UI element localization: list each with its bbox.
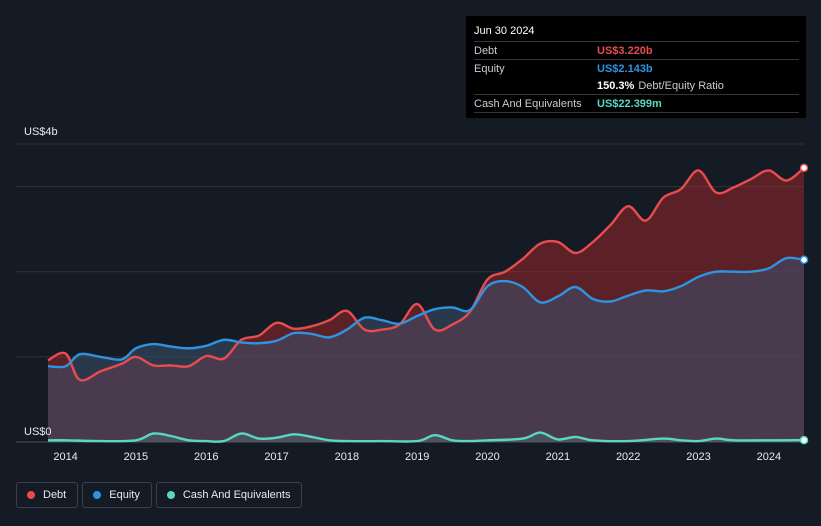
series-lines (47, 166, 805, 443)
tooltip-cash-label: Cash And Equivalents (474, 97, 582, 110)
x-tick-label: 2014 (53, 451, 77, 463)
x-tick-label: 2023 (686, 451, 710, 463)
legend-dot-equity (93, 491, 102, 499)
x-tick-label: 2019 (405, 451, 429, 463)
tooltip-date: Jun 30 2024 (474, 25, 535, 37)
endpoint-equity (799, 255, 809, 265)
legend-label-equity: Equity (109, 489, 140, 501)
x-tick-label: 2015 (124, 451, 148, 463)
line-debt (47, 166, 805, 382)
tooltip-row-ratio: 150.3% Debt/Equity Ratio (474, 77, 799, 94)
series-areas (48, 167, 804, 443)
tooltip-debt-value: US$3.220b (597, 44, 653, 57)
legend: Debt Equity Cash And Equivalents (16, 482, 303, 508)
tooltip-row-equity: Equity US$2.143b (474, 59, 799, 77)
tooltip-equity-label: Equity (474, 62, 505, 75)
tooltip-bottom-rule (474, 112, 799, 114)
y-axis-bottom-label: US$0 (24, 426, 52, 438)
line-equity (47, 256, 805, 369)
legend-dot-debt (27, 491, 35, 499)
legend-dot-cash (166, 491, 175, 499)
x-tick-label: 2024 (757, 451, 781, 463)
x-tick-label: 2022 (616, 451, 640, 463)
series-endpoints (799, 163, 809, 445)
tooltip-cash-value: US$22.399m (597, 97, 662, 110)
tooltip-ratio-value: 150.3% (597, 79, 635, 92)
tooltip-debt-label: Debt (474, 44, 498, 57)
line-cash (47, 431, 805, 443)
x-axis-ticks: 2014 2015 2016 2017 2018 2019 2020 2021 2022 2023… (53, 451, 781, 463)
legend-item-equity[interactable]: Equity (82, 482, 152, 508)
tooltip-ratio-caption: Debt/Equity Ratio (638, 79, 724, 92)
tooltip-row-debt: Debt US$3.220b (474, 41, 799, 59)
x-tick-label: 2018 (335, 451, 359, 463)
x-tick-label: 2020 (475, 451, 499, 463)
endpoint-cash (799, 435, 809, 445)
tooltip-row-cash: Cash And Equivalents US$22.399m (474, 94, 799, 112)
y-axis-top-label: US$4b (24, 126, 58, 138)
area-equity (48, 257, 804, 442)
tooltip-equity-value: US$2.143b (597, 62, 653, 75)
legend-item-cash[interactable]: Cash And Equivalents (155, 482, 303, 508)
x-tick-label: 2016 (194, 451, 218, 463)
x-tick-label: 2017 (264, 451, 288, 463)
legend-label-cash: Cash And Equivalents (182, 489, 291, 501)
x-tick-label: 2021 (546, 451, 570, 463)
legend-label-debt: Debt (43, 489, 67, 501)
endpoint-debt (799, 163, 809, 173)
legend-item-debt[interactable]: Debt (16, 482, 79, 508)
tooltip-panel: Jun 30 2024 Debt US$3.220b Equity US$2.1… (466, 16, 806, 118)
